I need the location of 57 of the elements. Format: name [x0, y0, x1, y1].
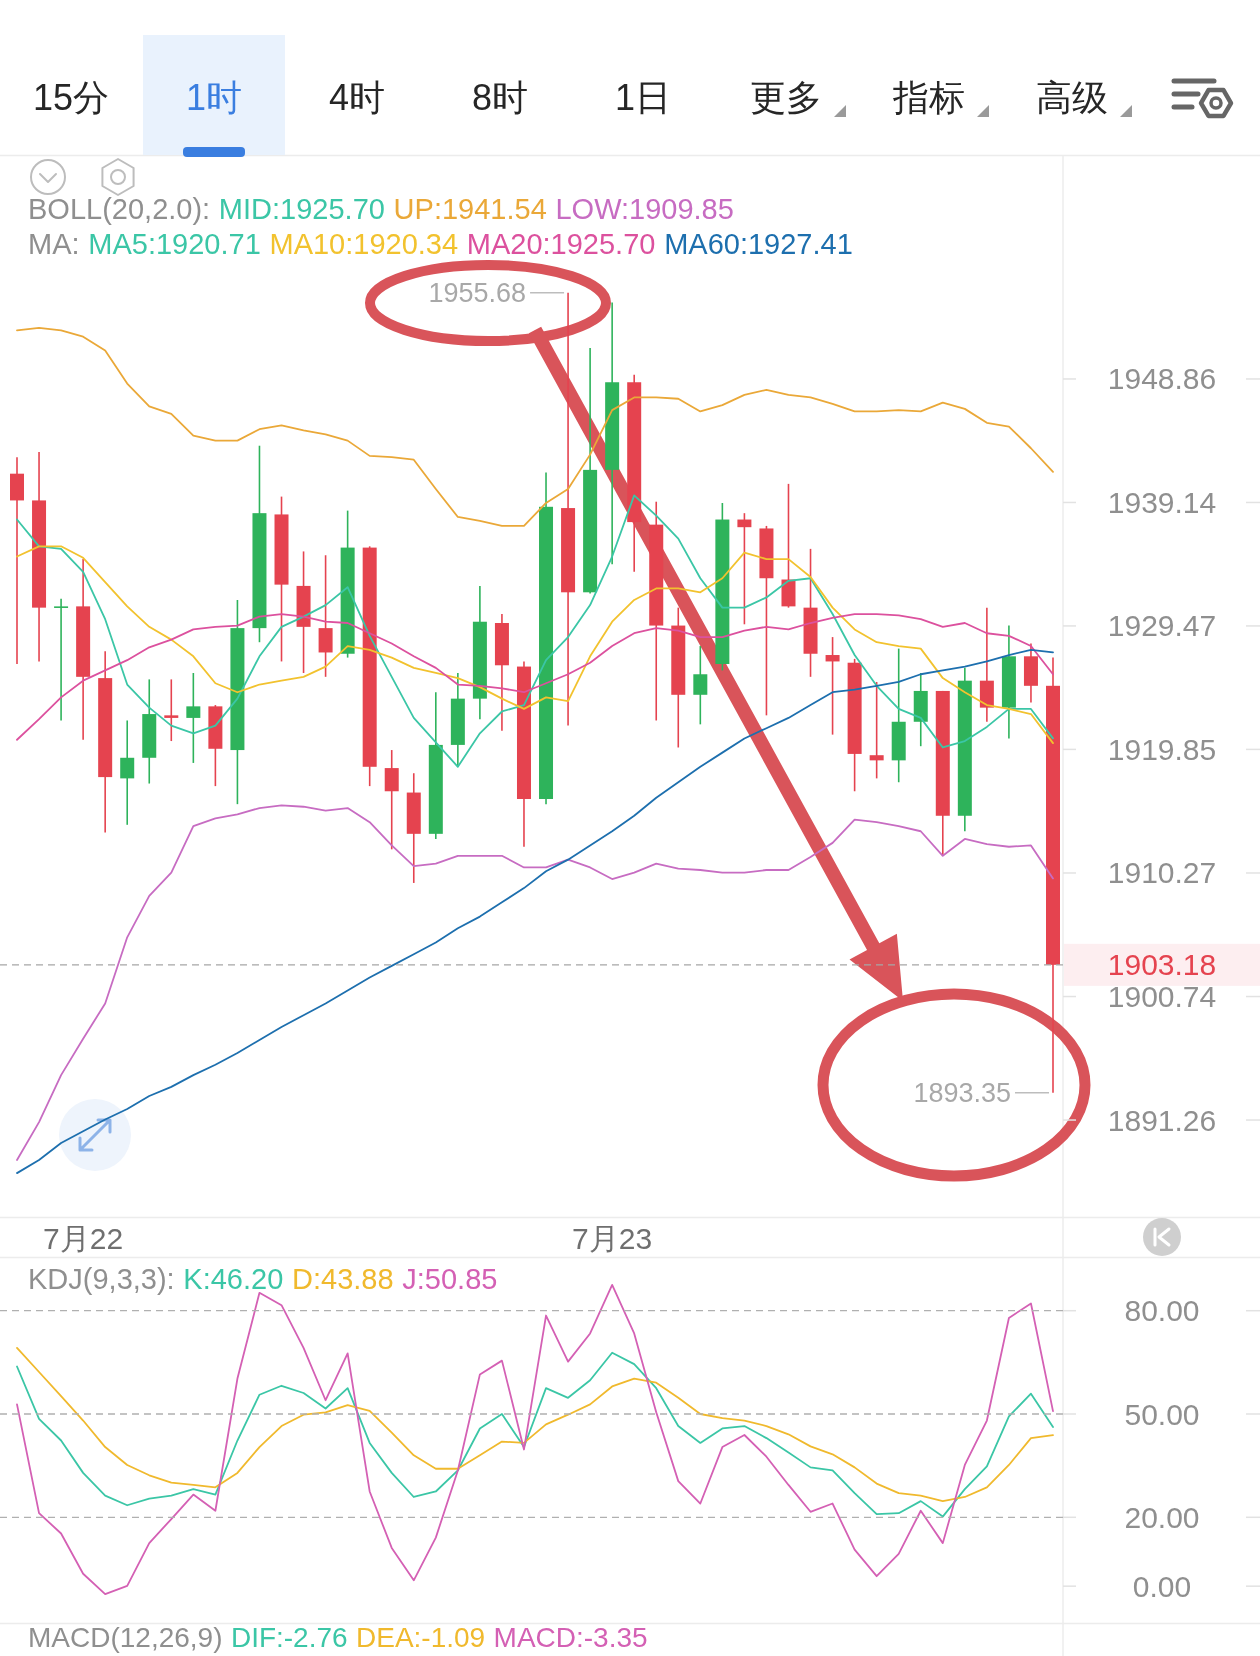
text: UP:1941.54	[393, 193, 547, 225]
text: 8时	[471, 76, 529, 118]
annotation: MID:1925.70	[218, 193, 385, 225]
y-tick-label: 80.00	[1124, 1294, 1200, 1328]
candlestick	[164, 678, 179, 742]
candlestick	[120, 719, 135, 826]
annotation: 1893.35	[913, 1077, 1011, 1108]
text: 4时	[328, 76, 386, 118]
line-series	[16, 326, 1054, 527]
line-series	[16, 804, 1054, 1161]
line-series	[16, 613, 1054, 741]
candlestick	[384, 749, 399, 851]
legend-label: DIF:-2.76	[230, 1621, 348, 1653]
candlestick	[737, 512, 752, 626]
y-tick-label: 1929.47	[1107, 609, 1217, 643]
candlestick	[869, 681, 884, 780]
y-tick-label: 1939.14	[1107, 485, 1217, 519]
candlestick	[186, 672, 201, 764]
text: 指标	[892, 76, 965, 118]
y-tick-label: 1948.86	[1107, 362, 1217, 396]
series-label: J:50.85	[402, 1263, 498, 1295]
legend-label: DEA:-1.09	[356, 1621, 486, 1653]
text: K:46.20	[183, 1263, 284, 1295]
text: MA10:1920.34	[269, 228, 459, 260]
line-series	[16, 494, 1054, 768]
text: 1时	[185, 76, 243, 118]
y-tick-label: 0.00	[1132, 1569, 1192, 1603]
text: 高级	[1036, 76, 1108, 118]
text: 15分	[32, 76, 110, 118]
chart-title: KDJ(9,3,3):	[28, 1263, 175, 1295]
y-tick-label: 1919.85	[1107, 732, 1217, 766]
legend-label: MACD:-3.35	[493, 1621, 648, 1653]
y-tick-label: 1910.27	[1107, 856, 1217, 890]
text: MA20:1925.70	[466, 228, 656, 260]
line-series	[16, 649, 1054, 1175]
y-tick-label: 50.00	[1124, 1397, 1200, 1431]
text: D:43.88	[292, 1263, 394, 1295]
candlestick	[54, 597, 69, 722]
y-tick-label: 1891.26	[1107, 1103, 1217, 1137]
y-tick-label: 1903.18	[1107, 948, 1217, 982]
annotation: 1955.68	[428, 277, 527, 308]
text: 更多	[750, 76, 822, 118]
x-tick-label: 7月22	[43, 1221, 124, 1255]
text: MA5:1920.71	[88, 228, 261, 260]
y-tick-label: 20.00	[1124, 1500, 1200, 1534]
text: 1日	[614, 76, 672, 118]
line-series	[16, 545, 1054, 745]
text: BOLL(20,2.0):	[28, 193, 211, 225]
candlestick	[825, 636, 840, 736]
text: MACD(12,26,9)	[28, 1621, 223, 1653]
text: LOW:1909.85	[555, 193, 734, 225]
text: MA60:1927.41	[664, 228, 853, 260]
candlestick	[10, 456, 24, 665]
x-tick-label: 7月23	[572, 1221, 653, 1255]
candlestick	[693, 645, 708, 726]
y-tick-label: 1900.74	[1107, 980, 1217, 1014]
text: MA:	[28, 228, 80, 260]
